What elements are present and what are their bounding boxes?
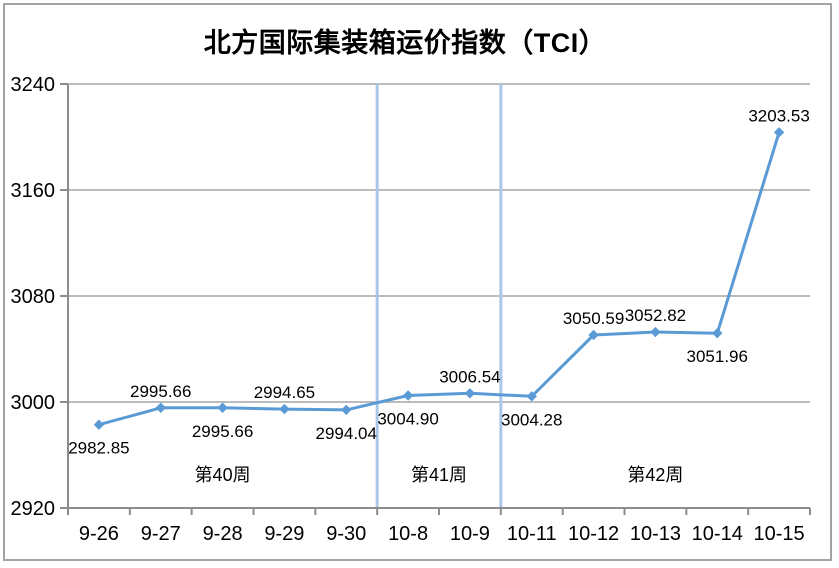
data-label: 3004.28 xyxy=(501,410,562,429)
data-label: 2995.66 xyxy=(130,382,191,401)
chart-title: 北方国际集装箱运价指数（TCI） xyxy=(203,28,607,58)
data-point-marker xyxy=(588,329,599,341)
x-axis-label: 9-27 xyxy=(141,523,181,545)
data-point-marker xyxy=(155,402,166,413)
data-label: 2995.66 xyxy=(192,422,253,441)
data-point-marker xyxy=(217,402,228,413)
series-line xyxy=(97,130,781,427)
x-axis-label: 9-28 xyxy=(203,523,243,545)
data-point-marker xyxy=(526,391,537,402)
x-axis-label: 10-11 xyxy=(507,523,557,545)
data-label: 3051.96 xyxy=(687,347,748,366)
x-axis-label: 9-29 xyxy=(264,523,304,545)
y-axis-label: 3160 xyxy=(11,180,56,202)
data-label: 3006.54 xyxy=(439,367,500,386)
x-axis-label: 10-9 xyxy=(450,523,490,545)
x-axis-label: 10-14 xyxy=(692,523,743,545)
x-axis-label: 10-15 xyxy=(754,523,805,545)
x-axis-label: 10-8 xyxy=(388,523,428,545)
week-label: 第41周 xyxy=(411,465,467,485)
data-label: 2994.65 xyxy=(254,383,315,402)
data-label: 3004.90 xyxy=(377,410,438,429)
y-axis-label: 2920 xyxy=(11,498,56,520)
data-point-marker xyxy=(712,327,723,339)
data-label: 3052.82 xyxy=(625,306,686,325)
data-point-marker xyxy=(650,326,661,338)
data-label: 2994.04 xyxy=(316,424,377,443)
data-point-marker xyxy=(279,403,290,415)
x-axis-label: 10-13 xyxy=(630,523,681,545)
data-point-marker xyxy=(93,419,105,430)
y-axis-label: 3240 xyxy=(11,74,56,96)
data-point-marker xyxy=(341,404,352,416)
y-axis-label: 3000 xyxy=(11,392,56,414)
week-label: 第40周 xyxy=(195,465,251,485)
x-axis-label: 9-26 xyxy=(79,523,119,545)
y-axis-label: 3080 xyxy=(11,286,56,308)
data-point-marker xyxy=(773,127,785,138)
x-axis-label: 10-12 xyxy=(568,523,619,545)
week-label: 第42周 xyxy=(627,465,683,485)
data-label: 3203.53 xyxy=(748,106,809,125)
data-label: 2982.85 xyxy=(68,439,129,458)
data-label: 3050.59 xyxy=(563,309,624,328)
x-axis-label: 9-30 xyxy=(326,523,366,545)
data-point-marker xyxy=(402,390,414,401)
data-point-marker xyxy=(464,388,476,399)
